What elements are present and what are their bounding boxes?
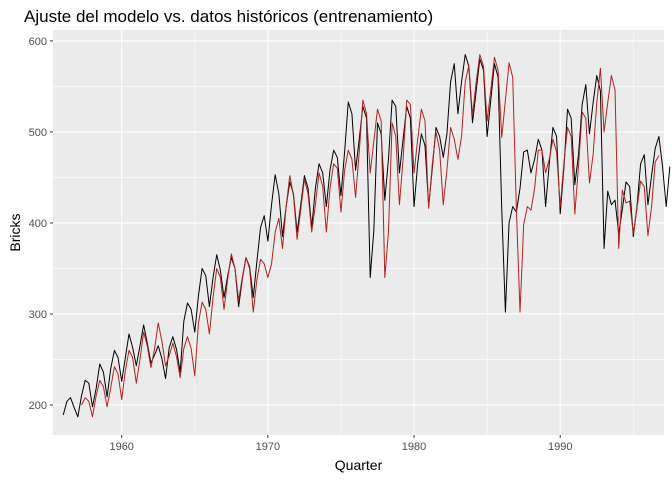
y-tick-label: 200: [29, 400, 47, 412]
y-axis-title: Bricks: [7, 213, 23, 251]
y-tick-label: 500: [29, 127, 47, 139]
y-tick-label: 300: [29, 309, 47, 321]
x-tick-label: 1990: [548, 441, 572, 453]
grid-major: [53, 30, 664, 435]
series-layer: [62, 54, 671, 418]
x-axis: 1960 1970 1980 1990: [109, 435, 572, 453]
x-axis-title: Quarter: [335, 457, 383, 473]
chart-title: Ajuste del modelo vs. datos históricos (…: [24, 7, 433, 26]
plot-panel: [53, 30, 664, 435]
x-tick-label: 1970: [256, 441, 280, 453]
grid-minor: [53, 30, 664, 435]
x-tick-label: 1980: [402, 441, 426, 453]
y-axis: 200 300 400 500 600: [29, 36, 53, 412]
series-line-fitted: [81, 54, 660, 418]
y-tick-label: 600: [29, 36, 47, 48]
y-tick-label: 400: [29, 218, 47, 230]
x-tick-label: 1960: [109, 441, 133, 453]
